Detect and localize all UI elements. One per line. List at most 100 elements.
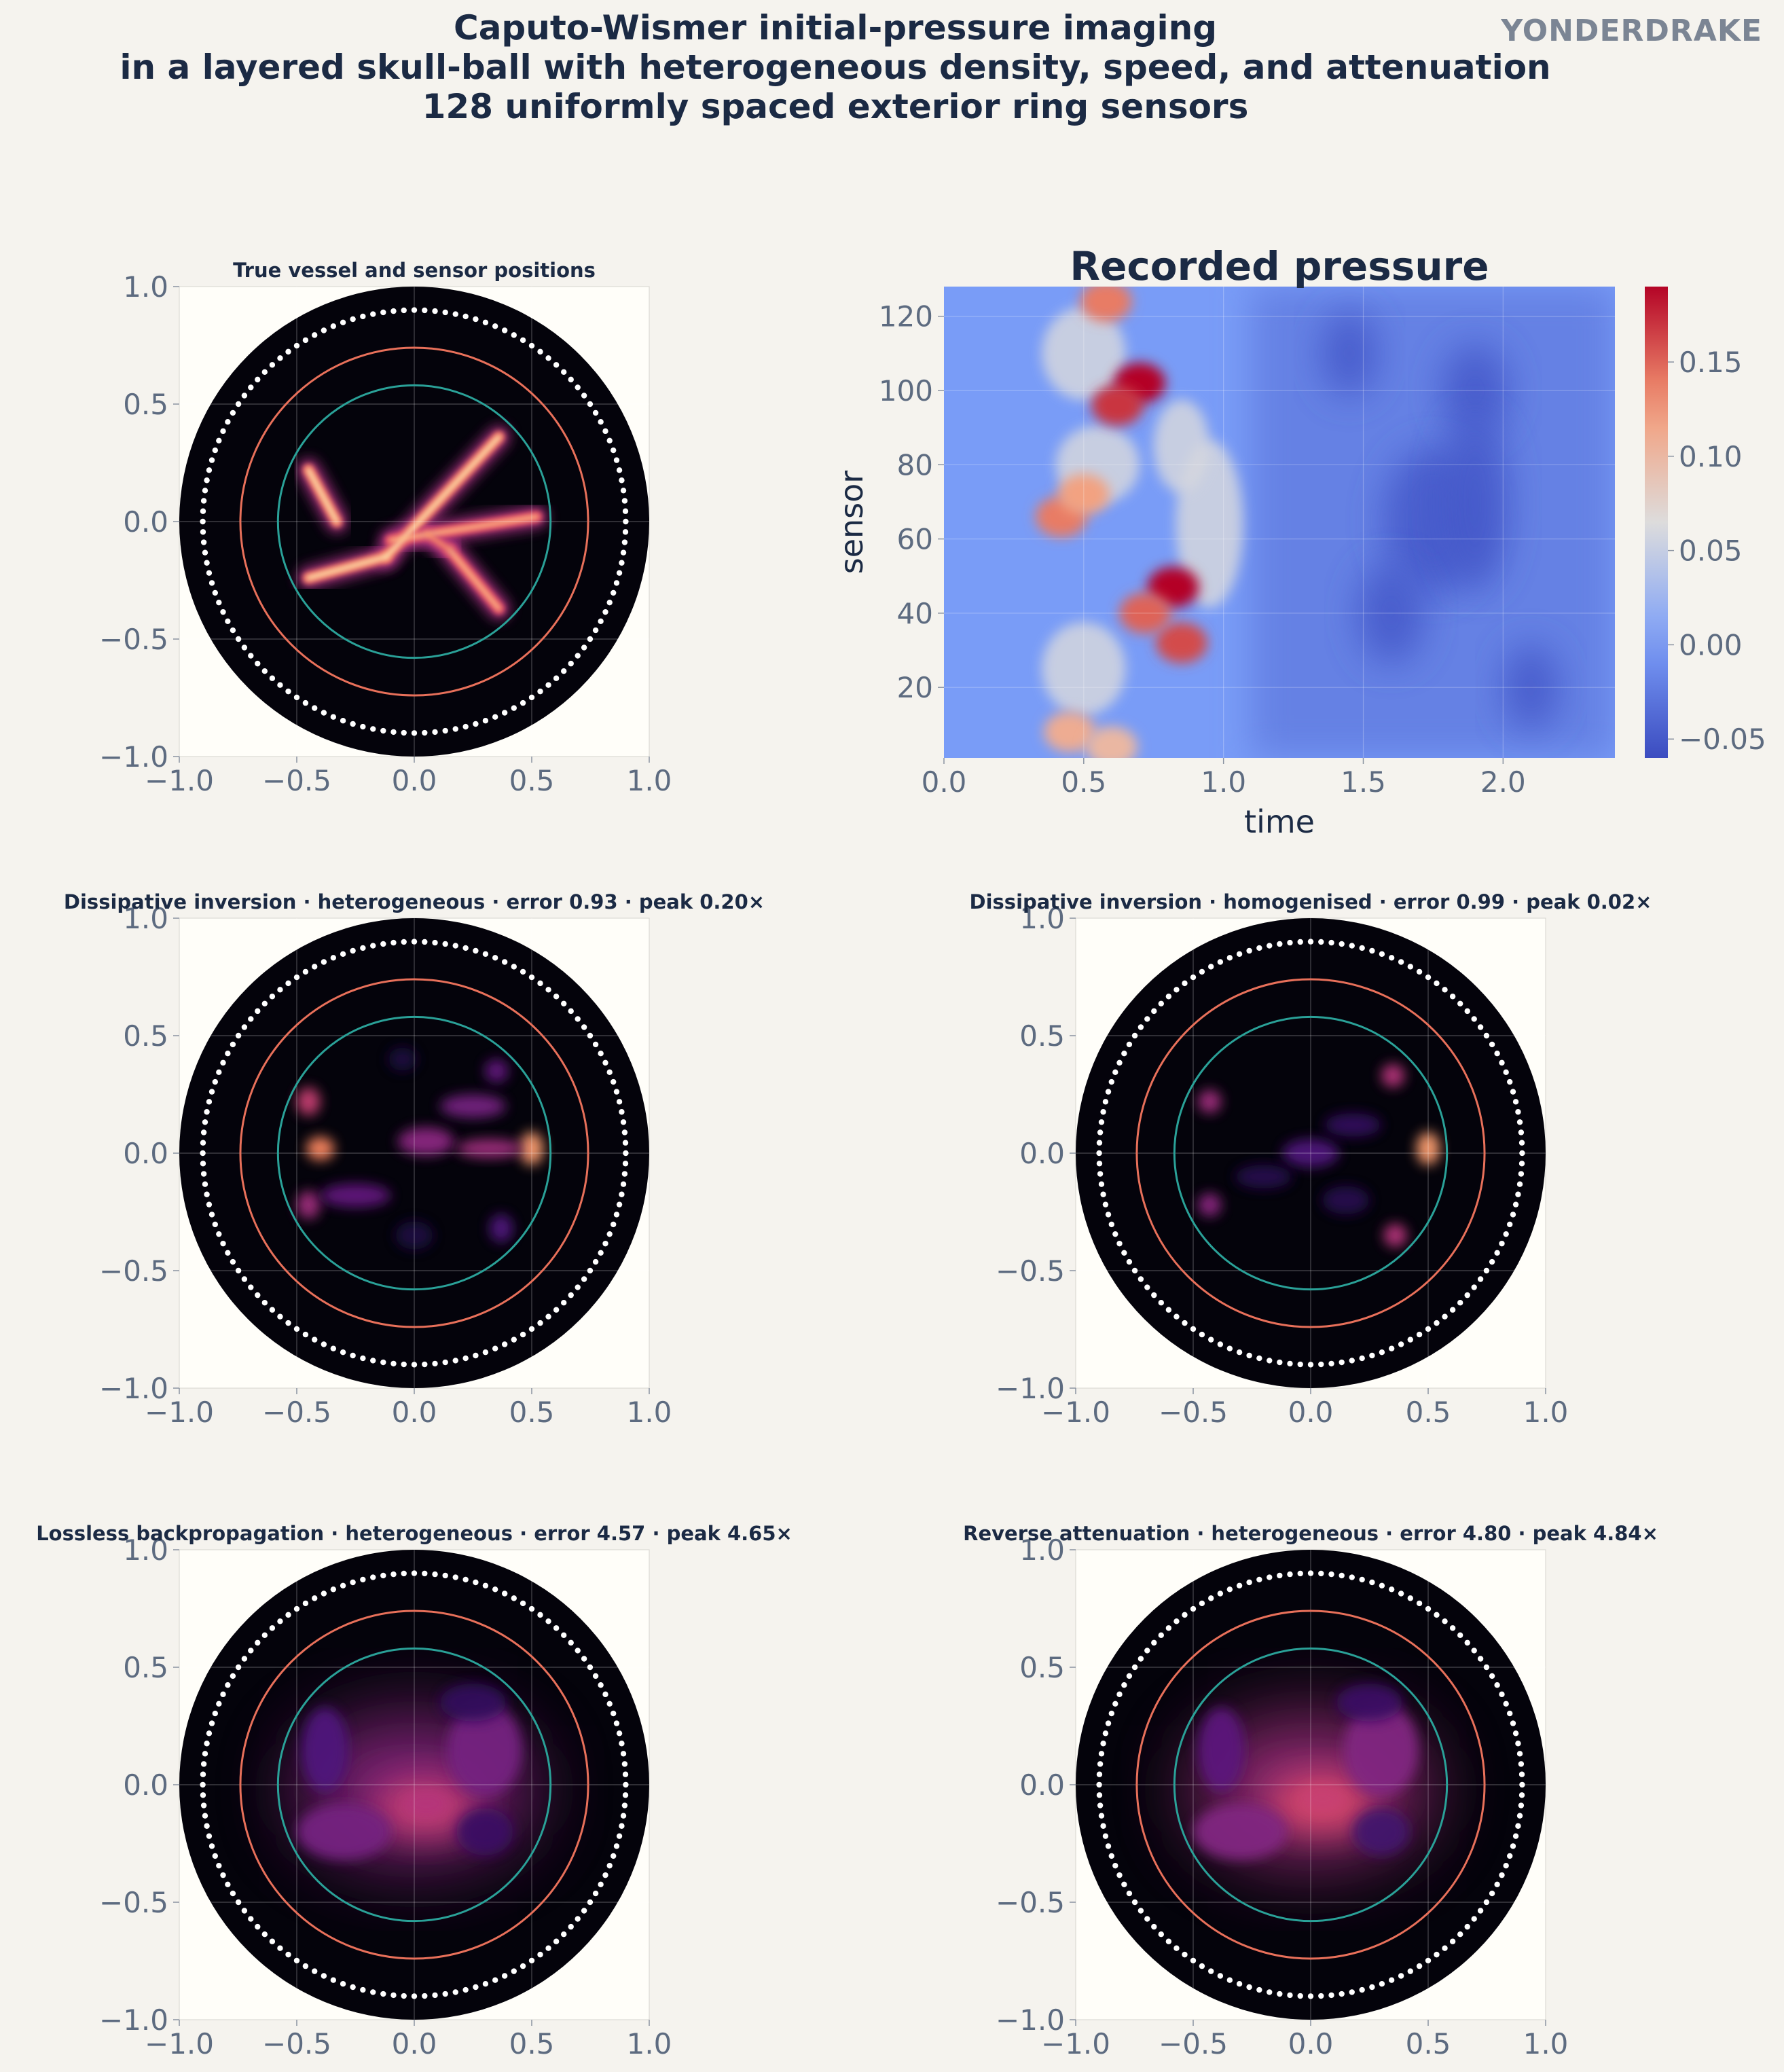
truth-sensor-dot (200, 539, 207, 545)
reverse-xtick-label: 0.0 (1288, 2027, 1334, 2060)
diss_het-sensor-dot (401, 939, 407, 945)
lossless-sensor-dot (401, 1993, 407, 1999)
lossless-sensor-dot (610, 1853, 617, 1859)
diss_hom-sensor-dot (1499, 1059, 1505, 1066)
lossless-sensor-dot (616, 1730, 623, 1737)
reverse-sensor-dot (1518, 1802, 1525, 1809)
reverse-sensor-dot (1318, 1570, 1324, 1577)
truth-sensor-dot (370, 311, 376, 317)
diss_het-sensor-dot (277, 1313, 283, 1320)
diss_hom-sensor-dot (1483, 1032, 1490, 1039)
reverse-sensor-dot (1112, 1862, 1118, 1869)
diss_het-sensor-dot (602, 1059, 608, 1066)
reverse-sensor-dot (1477, 1908, 1484, 1914)
diss_het-blob-1 (520, 1131, 544, 1165)
truth-sensor-dot (321, 710, 327, 716)
diss_het-sensor-dot (285, 980, 291, 987)
diss_hom-ytick-label: 0.0 (1019, 1137, 1065, 1170)
diss_hom-sensor-dot (1102, 1201, 1109, 1207)
diss_hom-sensor-dot (1407, 1337, 1413, 1343)
reverse-sensor-dot (1226, 1977, 1233, 1983)
reverse-sensor-dot (1144, 1916, 1150, 1922)
lossless-sensor-dot (422, 1993, 428, 1999)
diss_hom-sensor-dot (1217, 959, 1224, 965)
diss_het-sensor-dot (621, 1171, 628, 1177)
lossless-sensor-dot (528, 1957, 535, 1964)
diss_het-sensor-dot (587, 1267, 594, 1274)
lossless-sensor-dot (269, 1938, 276, 1944)
diss_hom-sensor-dot (1464, 1292, 1470, 1298)
reverse-panel: −1.0−1.0−0.5−0.50.00.00.50.51.01.0Revers… (963, 1522, 1658, 2060)
lossless-sensor-dot (511, 1968, 517, 1974)
diss_hom-sensor-dot (1173, 987, 1180, 993)
lossless-sensor-dot (261, 1931, 268, 1938)
truth-sensor-dot (622, 529, 629, 535)
diss_hom-sensor-dot (1182, 1320, 1188, 1326)
lossless-sensor-dot (390, 1571, 397, 1578)
lossless-sensor-dot (285, 1951, 291, 1958)
lossless-ytick-label: 1.0 (123, 1533, 168, 1567)
lossless-xtick-label: −1.0 (145, 2027, 214, 2060)
diss_het-sensor-dot (340, 951, 346, 958)
diss_het-sensor-dot (208, 1089, 215, 1095)
diss_het-sensor-dot (248, 1284, 254, 1290)
diss_hom-sensor-dot (1339, 941, 1345, 947)
diss_het-sensor-dot (622, 1140, 629, 1146)
truth-sensor-dot (401, 307, 407, 314)
diss_hom-grid (1076, 918, 1546, 1388)
reverse-sensor-dot (1096, 1792, 1103, 1798)
diss_hom-blob-6 (1324, 1113, 1381, 1137)
diss_het-blob-9 (489, 1214, 513, 1243)
diss_hom-xtick-label: −1.0 (1041, 1396, 1110, 1429)
truth-sensor-dot (501, 327, 508, 333)
diss_hom-blob-2 (1383, 1223, 1407, 1248)
recorded-ytick-label: 120 (879, 300, 933, 333)
diss_hom-sensor-dot (1144, 1284, 1150, 1290)
diss_hom-sensor-dot (1464, 1008, 1470, 1015)
lossless-sensor-dot (511, 1595, 517, 1601)
diss_hom-sensor-dot (1131, 1032, 1138, 1039)
truth-sensor-dot (473, 316, 479, 323)
reverse-sensor-dot (1287, 1992, 1293, 1999)
truth-sensor-dot (330, 714, 337, 720)
reverse-sensor-dot (1098, 1813, 1105, 1819)
truth-sensor-dot (528, 694, 535, 701)
recorded-xtick-label: 0.5 (1061, 765, 1106, 799)
reverse-sensor-dot (1328, 1571, 1334, 1578)
truth-sensor-dot (350, 316, 356, 323)
recorded-image (1035, 287, 1615, 758)
truth-sensor-dot (616, 570, 623, 576)
diss_hom-sensor-dot (1208, 1337, 1214, 1343)
diss_het-sensor-dot (442, 1359, 448, 1366)
reverse-sensor-dot (1108, 1853, 1115, 1859)
diss_het-sensor-dot (422, 1361, 428, 1368)
diss_hom-sensor-dot (1457, 1299, 1463, 1306)
diss_het-sensor-dot (330, 955, 337, 961)
diss_het-sensor-dot (360, 945, 366, 951)
diss_hom-sensor-dot (1516, 1181, 1523, 1187)
lossless-sensor-dot (380, 1991, 386, 1997)
truth-sensor-dot (610, 589, 617, 596)
reverse-sensor-dot (1151, 1639, 1157, 1646)
lossless-sensor-dot (613, 1843, 620, 1849)
lossless-sensor-dot (422, 1570, 428, 1577)
diss_het-sensor-dot (293, 1326, 300, 1332)
truth-sensor-dot (241, 644, 248, 651)
lossless-sensor-dot (225, 1881, 231, 1887)
truth-sensor-dot (545, 682, 551, 688)
reverse-sensor-dot (1359, 1576, 1365, 1583)
diss_het-sensor-dot (606, 1231, 613, 1237)
truth-sensor-dot (411, 730, 418, 736)
reverse-sensor-dot (1416, 1963, 1423, 1969)
truth-sensor-dot (277, 682, 283, 688)
reverse-sensor-dot (1151, 1923, 1157, 1930)
diss_het-sensor-dot (616, 1099, 623, 1105)
diss_het-sensor-dot (622, 1161, 629, 1167)
diss_hom-sensor-dot (1108, 1221, 1115, 1228)
diss_hom-sensor-dot (1369, 1352, 1375, 1359)
lossless-sensor-dot (560, 1931, 567, 1938)
truth-sensor-dot (528, 342, 535, 349)
diss_het-sensor-dot (598, 1250, 604, 1256)
reverse-ytick-label: −1.0 (996, 2003, 1065, 2037)
lossless-sensor-dot (602, 1872, 608, 1878)
